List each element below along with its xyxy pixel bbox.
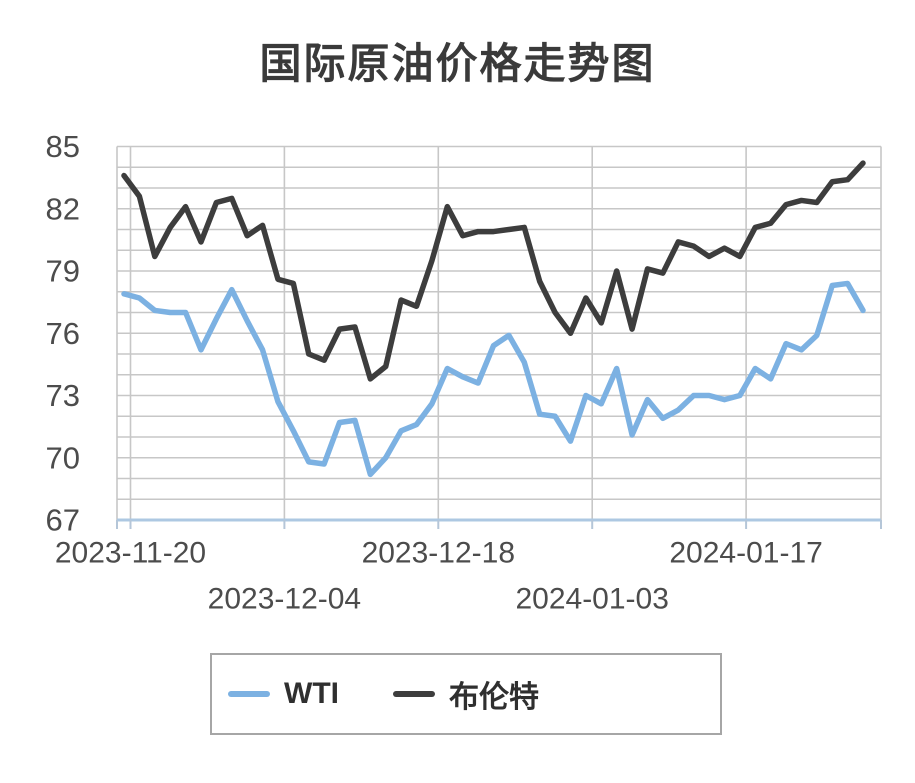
y-tick-label: 70 bbox=[46, 440, 80, 475]
wti-price-line bbox=[121, 280, 866, 478]
y-tick-label: 79 bbox=[46, 254, 80, 289]
y-tick-label: 82 bbox=[46, 191, 80, 226]
wti-line-swatch bbox=[228, 691, 270, 697]
y-tick-label: 67 bbox=[46, 503, 80, 538]
x-tick-label: 2023-12-04 bbox=[208, 583, 361, 616]
wti-legend-label: WTI bbox=[284, 677, 339, 710]
x-axis-line-and-ticks bbox=[116, 518, 882, 529]
price-trend-chart: 67 70 73 76 79 82 85 2023-11-202023-12-042023-… bbox=[46, 129, 882, 616]
legend-item-wti[interactable]: WTI bbox=[228, 677, 339, 711]
x-tick-label: 2023-11-20 bbox=[55, 537, 206, 570]
chart-title: 国际原油价格走势图 bbox=[259, 40, 656, 87]
y-tick-label: 73 bbox=[46, 378, 80, 413]
brent-line-swatch bbox=[392, 691, 435, 697]
series-lines bbox=[121, 160, 866, 478]
y-tick-label: 85 bbox=[46, 129, 80, 164]
x-axis-tick-labels: 2023-11-202023-12-042023-12-182024-01-03… bbox=[55, 537, 823, 616]
brent-legend-label: 布伦特 bbox=[448, 681, 539, 714]
brent-price-line bbox=[121, 160, 866, 382]
x-tick-label: 2024-01-17 bbox=[669, 537, 822, 570]
x-tick-label: 2023-12-18 bbox=[362, 537, 515, 570]
y-tick-label: 76 bbox=[46, 316, 80, 351]
y-axis-tick-labels: 67 70 73 76 79 82 85 bbox=[46, 129, 80, 538]
legend: WTI 布伦特 bbox=[210, 653, 722, 735]
x-tick-label: 2024-01-03 bbox=[515, 583, 668, 616]
legend-item-brent[interactable]: 布伦特 bbox=[392, 672, 539, 716]
